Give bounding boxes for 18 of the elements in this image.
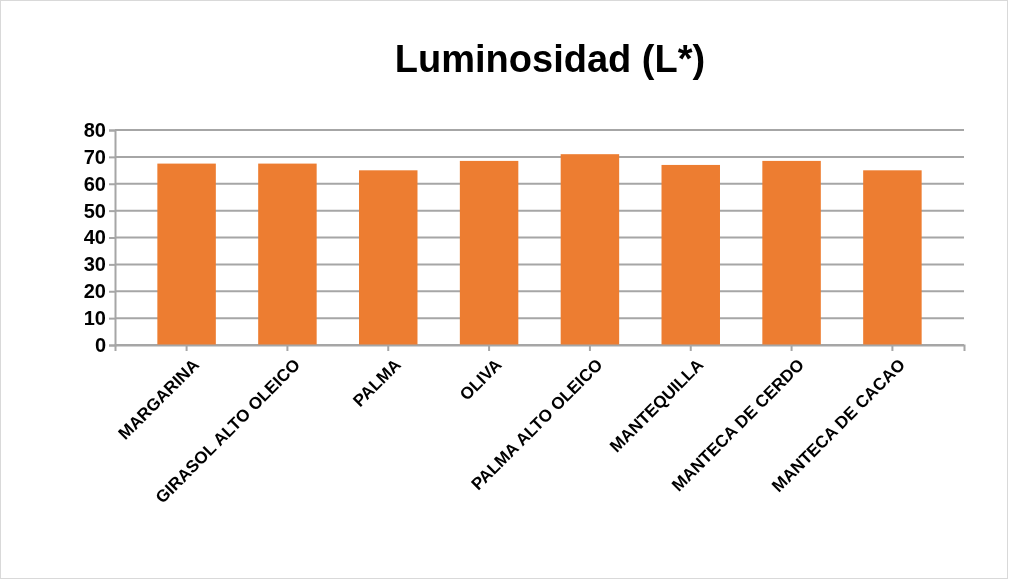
y-tick-label: 20	[83, 280, 106, 303]
bar	[258, 163, 317, 345]
bar	[863, 170, 922, 345]
y-tick-label: 0	[94, 333, 106, 356]
y-tick-label: 60	[83, 172, 106, 195]
y-tick-label: 80	[83, 118, 106, 141]
bar	[762, 160, 821, 345]
bar	[359, 170, 418, 345]
y-tick-label: 70	[83, 145, 106, 168]
y-tick-label: 10	[83, 307, 106, 330]
y-tick-label: 40	[83, 226, 106, 249]
y-tick-label: 50	[83, 199, 106, 222]
bar	[560, 154, 620, 345]
bar	[157, 163, 216, 345]
bar	[459, 160, 519, 345]
y-tick-label: 30	[83, 253, 106, 276]
chart-title: Luminosidad (L*)	[394, 38, 706, 80]
bar	[661, 164, 720, 345]
